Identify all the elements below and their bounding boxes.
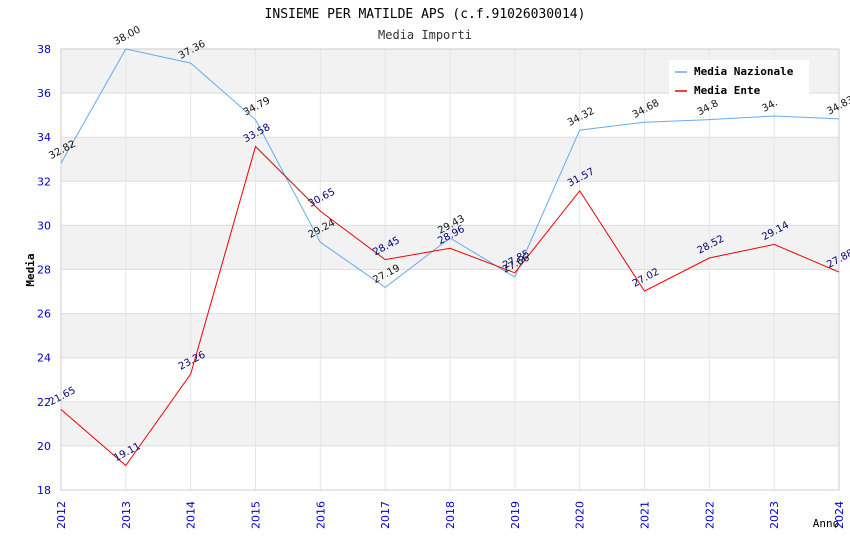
y-tick-20: 20	[37, 440, 51, 453]
plot-frame	[60, 48, 840, 491]
x-tick-2022: 2022	[703, 501, 716, 529]
x-tick-2017: 2017	[379, 501, 392, 529]
data-label-nazionale-2023: 34.	[760, 98, 779, 115]
x-tick-2021: 2021	[639, 501, 652, 529]
gridlines	[60, 48, 840, 491]
series-line-ente	[60, 145, 840, 467]
series-lines	[60, 48, 840, 467]
legend-box	[669, 60, 809, 100]
y-tick-36: 36	[37, 87, 51, 100]
y-tick-18: 18	[37, 484, 51, 497]
data-label-ente-2016: 30.65	[307, 187, 337, 210]
data-label-nazionale-2015: 34.79	[242, 95, 272, 118]
x-tick-2023: 2023	[768, 501, 781, 529]
chart-subtitle: Media Importi	[378, 28, 472, 42]
y-tick-22: 22	[37, 396, 51, 409]
y-tick-34: 34	[37, 131, 51, 144]
data-label-nazionale-2013: 38.00	[112, 24, 142, 47]
y-tick-24: 24	[37, 352, 51, 365]
data-label-nazionale-2024: 34.83	[825, 94, 850, 117]
data-label-nazionale-2020: 34.32	[566, 106, 596, 129]
x-tick-2013: 2013	[120, 501, 133, 529]
chart-title: INSIEME PER MATILDE APS (c.f.91026030014…	[265, 7, 586, 22]
y-tick-28: 28	[37, 264, 51, 277]
y-tick-26: 26	[37, 308, 51, 321]
y-axis-ticks: 18 20 22 24 26 28 30 32 34 36 38	[37, 43, 51, 497]
x-axis-ticks: 2012 2013 2014 2015 2016 2017 2018 2019 2020 2021…	[55, 501, 846, 529]
x-axis-label: Anno	[813, 517, 840, 530]
x-tick-2024: 2024	[833, 501, 846, 529]
legend: Media Nazionale Media Ente	[669, 60, 809, 100]
y-tick-38: 38	[37, 43, 51, 56]
series-line-nazionale	[60, 48, 840, 289]
x-tick-2019: 2019	[509, 501, 522, 529]
x-tick-2016: 2016	[314, 501, 327, 529]
y-axis-label: Media	[24, 253, 37, 286]
legend-label-nazionale: Media Nazionale	[694, 65, 794, 78]
x-tick-2012: 2012	[55, 501, 68, 529]
y-tick-30: 30	[37, 219, 51, 232]
data-label-ente-2021: 27.02	[631, 267, 661, 290]
data-label-nazionale-2021: 34.68	[631, 98, 661, 121]
y-tick-32: 32	[37, 175, 51, 188]
x-tick-2014: 2014	[185, 501, 198, 529]
data-label-nazionale-2022: 34.8	[696, 98, 721, 118]
x-tick-2015: 2015	[250, 501, 263, 529]
legend-label-ente: Media Ente	[694, 84, 761, 97]
x-tick-2018: 2018	[444, 501, 457, 529]
x-tick-2020: 2020	[574, 501, 587, 529]
